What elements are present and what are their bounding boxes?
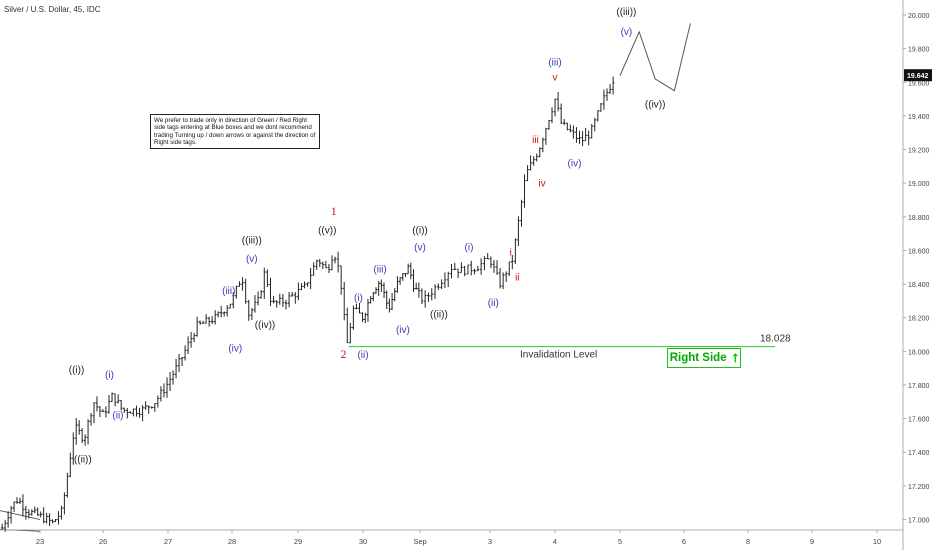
price-tag [904, 69, 932, 82]
wave-label: 2 [341, 347, 347, 361]
wave-label: (v) [246, 254, 258, 265]
y-tick-label: 18.800 [908, 215, 930, 222]
wave-label: (i) [465, 242, 474, 253]
y-tick-label: 17.400 [908, 450, 930, 457]
y-tick-label: 19.200 [908, 148, 930, 155]
wave-label: (i) [105, 370, 114, 381]
wave-label: (i) [354, 293, 363, 304]
wave-labels-layer: Invalidation Level 18.028 ((i)) ((ii)) (i) (i… [69, 7, 791, 465]
invalidation-value: 18.028 [760, 334, 791, 345]
y-tick-label: 18.000 [908, 349, 930, 356]
wave-label: ((v)) [318, 226, 336, 237]
wave-label: (iii) [548, 57, 561, 68]
wave-label: (iv) [396, 325, 410, 336]
x-tick-label: 4 [553, 537, 557, 546]
wave-label: (ii) [357, 350, 368, 361]
wave-label: iv [538, 179, 545, 190]
wave-label: (ii) [112, 411, 123, 422]
y-tick-label: 19.600 [908, 80, 930, 87]
wave-label: (iii) [222, 286, 235, 297]
wave-label: ((i)) [412, 226, 428, 237]
wave-label: (ii) [488, 298, 499, 309]
wave-label: (iii) [373, 264, 386, 275]
y-tick-label: 18.200 [908, 316, 930, 323]
wave-label: ((ii)) [430, 310, 448, 321]
wave-label: ((i)) [69, 365, 85, 376]
x-tick-label: 23 [36, 537, 44, 546]
x-tick-label: 29 [294, 537, 302, 546]
wave-label: (iv) [228, 343, 242, 354]
wave-label: i [510, 247, 512, 258]
invalidation-label: Invalidation Level [520, 350, 597, 361]
x-tick-label: 9 [810, 537, 814, 546]
trading-note: We prefer to trade only in direction of … [150, 114, 320, 150]
y-tick-label: 19.800 [908, 47, 930, 54]
x-tick-label: Sep [413, 537, 426, 546]
x-tick-label: 6 [682, 537, 686, 546]
wave-label: ((iv)) [645, 99, 666, 110]
x-tick-label: 3 [488, 537, 492, 546]
wave-label: v [553, 73, 558, 84]
x-tick-label: 5 [618, 537, 622, 546]
y-tick-label: 18.400 [908, 282, 930, 289]
wave-label: (v) [621, 27, 633, 38]
x-tick-label: 30 [359, 537, 367, 546]
symbol-title: Silver / U.S. Dollar, 45, IDC [4, 5, 101, 14]
right-side-tag[interactable]: Right Side ⭡ [667, 348, 741, 368]
channel-line [0, 529, 41, 532]
y-tick-label: 17.200 [908, 484, 930, 491]
x-tick-label: 26 [99, 537, 107, 546]
y-tick-label: 17.600 [908, 417, 930, 424]
wave-label: iii [532, 135, 539, 146]
y-tick-label: 17.800 [908, 383, 930, 390]
wave-label: (iv) [568, 158, 582, 169]
wave-label: 1 [331, 204, 337, 218]
candles-layer [0, 76, 615, 532]
price-tag-label: 19.642 [907, 73, 929, 80]
x-tick-label: 10 [873, 537, 881, 546]
wave-label: ((iv)) [255, 320, 276, 331]
x-tick-label: 8 [746, 537, 750, 546]
wave-label: (v) [414, 242, 426, 253]
x-tick-label: 28 [228, 537, 236, 546]
y-tick-label: 19.400 [908, 114, 930, 121]
channel-line [0, 510, 41, 520]
wave-label: ((ii)) [74, 454, 92, 465]
x-tick-label: 27 [164, 537, 172, 546]
wave-label: ((iii)) [616, 7, 636, 18]
y-tick-label: 17.000 [908, 518, 930, 525]
y-tick-label: 18.600 [908, 248, 930, 255]
wave-label: ((iii)) [242, 236, 262, 247]
right-side-label: Right Side [669, 352, 727, 364]
projection-path [619, 23, 691, 92]
y-tick-label: 20.000 [908, 13, 930, 20]
y-tick-label: 19.000 [908, 181, 930, 188]
lines-layer [0, 23, 775, 532]
wave-label: ii [515, 273, 519, 284]
up-arrow-icon: ⭡ [732, 350, 739, 365]
